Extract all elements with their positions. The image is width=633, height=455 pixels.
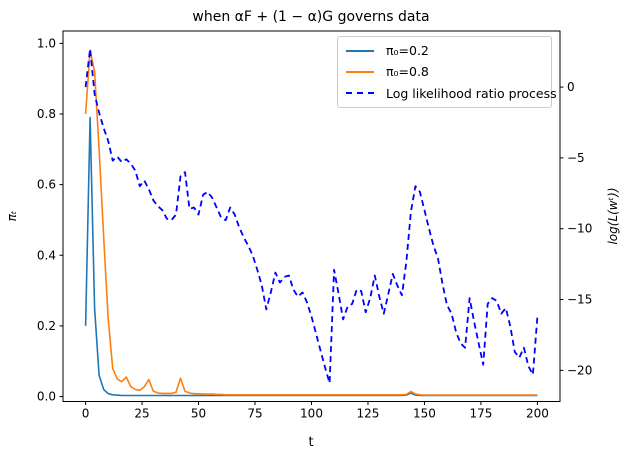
- left-tick-label: 0.6: [37, 178, 56, 192]
- x-tick-label: 150: [413, 407, 436, 421]
- left-tick-label: 0.2: [37, 319, 56, 333]
- x-axis-ticks: 0 25 50 75 100 125 150 175 200: [82, 401, 549, 421]
- legend-label-loglik: Log likelihood ratio process: [386, 85, 557, 101]
- legend-item-pi0-08: π₀=0.8: [346, 64, 543, 79]
- left-y-axis-label: πₜ: [5, 210, 19, 221]
- right-tick-label: 0: [567, 80, 575, 94]
- series-lines: [84, 47, 539, 397]
- x-tick-label: 0: [82, 407, 90, 421]
- x-tick-label: 50: [191, 407, 206, 421]
- series-line-1: [84, 49, 538, 396]
- x-axis-label: t: [308, 435, 313, 450]
- right-y-axis-label: log(L(wᵗ)): [606, 187, 620, 244]
- right-tick-label: −15: [567, 293, 592, 307]
- x-tick-label: 125: [357, 407, 380, 421]
- x-tick-label: 25: [134, 407, 149, 421]
- left-tick-label: 0.0: [37, 390, 56, 404]
- legend-line-pi0-02: [346, 49, 374, 52]
- legend-label-pi0-08: π₀=0.8: [386, 64, 429, 80]
- left-axis-ticks: 0.0 0.2 0.4 0.6 0.8 1.0: [37, 36, 63, 404]
- series-line-0: [84, 116, 538, 397]
- x-tick-label: 200: [526, 407, 549, 421]
- chart-title: when αF + (1 − α)G governs data: [192, 9, 429, 25]
- x-tick-label: 175: [469, 407, 492, 421]
- legend-label-pi0-02: π₀=0.2: [386, 43, 429, 59]
- legend-item-loglik: Log likelihood ratio process: [346, 86, 557, 101]
- left-tick-label: 1.0: [37, 36, 56, 50]
- left-tick-label: 0.4: [37, 248, 56, 262]
- series-line-2: [84, 47, 539, 385]
- right-tick-label: −5: [567, 151, 585, 165]
- legend-item-pi0-02: π₀=0.2: [346, 43, 543, 58]
- left-tick-label: 0.8: [37, 107, 56, 121]
- legend-line-pi0-08: [346, 70, 374, 73]
- right-tick-label: −10: [567, 222, 592, 236]
- x-tick-label: 100: [300, 407, 323, 421]
- legend: π₀=0.2 π₀=0.8 Log likelihood ratio proce…: [337, 36, 557, 108]
- x-tick-label: 75: [247, 407, 262, 421]
- right-axis-ticks: 0 −5 −10 −15 −20: [560, 80, 592, 377]
- right-tick-label: −20: [567, 363, 592, 377]
- legend-line-loglik: [346, 92, 374, 95]
